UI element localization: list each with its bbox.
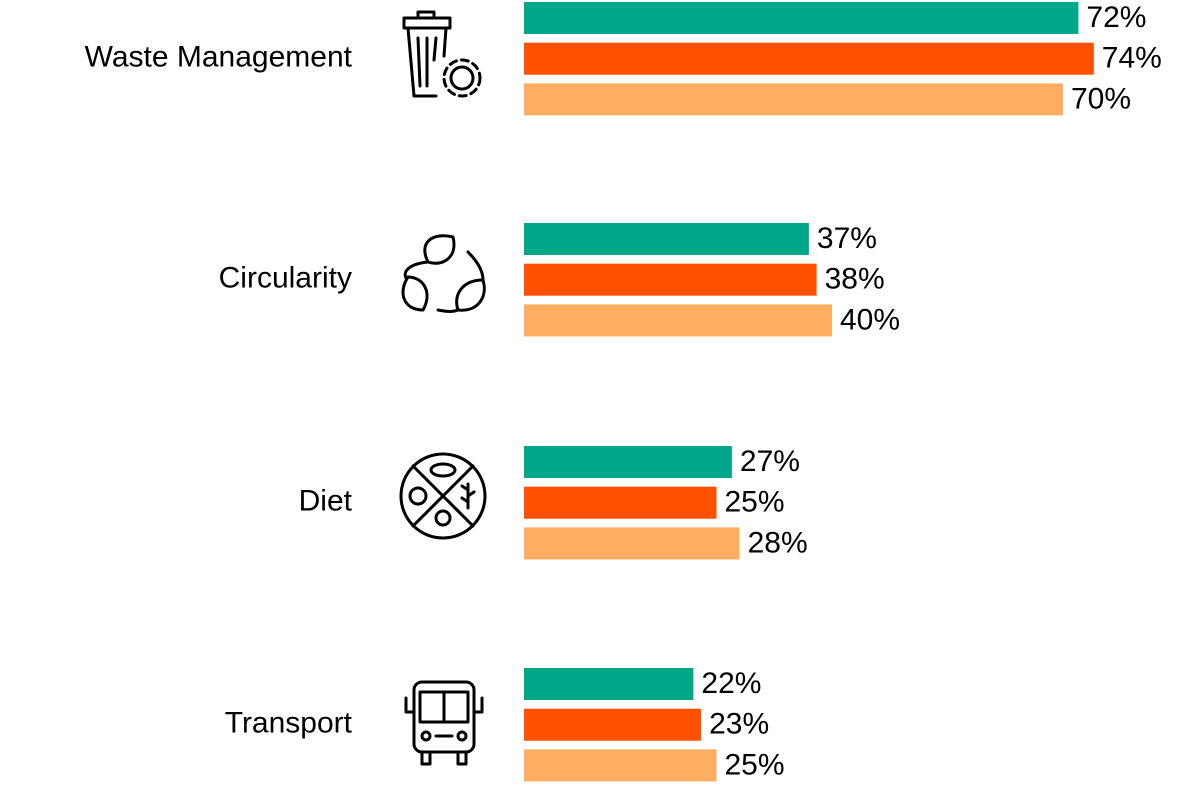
category-label: Waste Management [85,41,353,74]
value-label: 37% [817,222,877,255]
bar [524,42,1094,75]
value-label: 27% [740,445,800,478]
bar [524,668,694,700]
category-label: Diet [299,485,353,518]
value-label: 25% [725,486,785,519]
value-label: 22% [701,667,761,700]
bar [524,2,1079,34]
transport-icon [404,680,484,766]
value-label: 40% [840,303,900,336]
category-label: Transport [225,707,353,740]
bar [524,708,702,741]
value-label: 28% [748,526,808,559]
bar [524,527,740,560]
bar [524,83,1063,116]
value-label: 38% [825,263,885,296]
value-label: 70% [1071,82,1131,115]
bar [524,749,717,782]
value-label: 72% [1086,1,1146,34]
value-label: 74% [1102,42,1162,75]
bar [524,304,832,337]
diet-icon [399,452,487,540]
value-label: 25% [725,748,785,781]
category-label: Circularity [219,262,352,295]
bar [524,446,732,478]
bar [524,263,817,296]
waste-icon [402,10,482,98]
bar [524,223,809,255]
value-label: 23% [709,708,769,741]
bar [524,486,717,519]
circularity-icon [401,234,486,313]
